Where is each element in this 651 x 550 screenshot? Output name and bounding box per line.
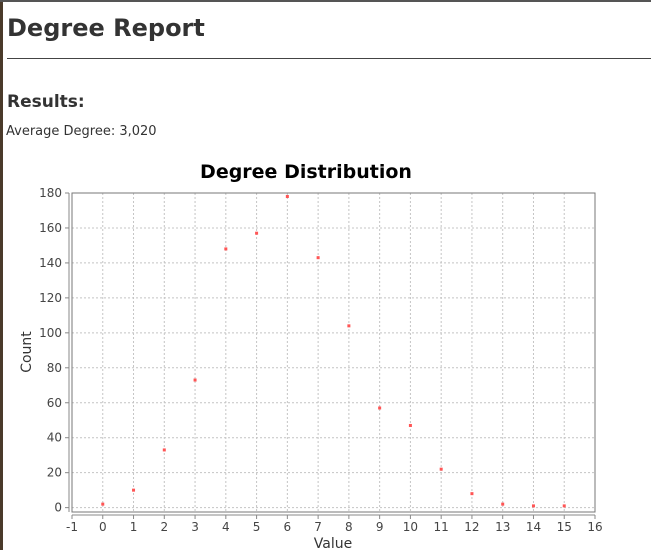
x-tick-label: 15	[557, 520, 572, 534]
window-left-edge	[0, 0, 3, 550]
x-tick-label: 12	[464, 520, 479, 534]
data-points	[101, 194, 566, 508]
y-tick-label: 60	[47, 396, 62, 410]
x-tick-label: 1	[130, 520, 138, 534]
plot-area	[71, 192, 596, 513]
title-divider	[7, 58, 651, 59]
y-tick-label: 120	[39, 291, 62, 305]
data-point	[224, 247, 228, 251]
data-point	[193, 378, 197, 382]
data-point	[162, 448, 166, 452]
x-tick-label: 10	[403, 520, 418, 534]
y-tick-label: 0	[54, 501, 62, 515]
data-point	[562, 504, 566, 508]
x-tick-label: 14	[526, 520, 541, 534]
x-tick-label: 3	[191, 520, 199, 534]
data-point	[101, 502, 105, 506]
x-tick-label: 16	[587, 520, 602, 534]
x-tick-label: 13	[495, 520, 510, 534]
data-point	[408, 423, 412, 427]
data-point	[531, 504, 535, 508]
data-point	[285, 194, 289, 198]
data-point	[470, 492, 474, 496]
x-axis-label: Value	[314, 536, 352, 550]
x-tick-label: 11	[434, 520, 449, 534]
data-point	[439, 467, 443, 471]
x-tick-label: 7	[314, 520, 322, 534]
data-point	[132, 488, 136, 492]
axes: -1 0 1 2 3 4 5 6 7 8 9 10 11 12 13 14 15 1602040608010012…	[39, 186, 603, 534]
x-tick-label: 8	[345, 520, 353, 534]
x-tick-label: 0	[99, 520, 107, 534]
y-tick-label: 140	[39, 256, 62, 270]
y-tick-label: 160	[39, 221, 62, 235]
y-axis-label: Count	[19, 331, 35, 373]
data-point	[316, 256, 320, 260]
x-tick-label: 4	[222, 520, 230, 534]
y-tick-label: 40	[47, 431, 62, 445]
data-point	[255, 231, 259, 235]
chart-title: Degree Distribution	[200, 161, 412, 183]
data-point	[347, 324, 351, 328]
x-tick-label: 6	[284, 520, 292, 534]
x-tick-label: 2	[160, 520, 168, 534]
data-point	[501, 502, 505, 506]
degree-distribution-chart: Degree Distribution -1 0 1 2 3 4 5 6 7 8 9 10 11 12 13…	[19, 161, 603, 550]
report-title: Degree Report	[7, 14, 205, 42]
results-heading: Results:	[7, 92, 85, 112]
y-tick-label: 100	[39, 326, 62, 340]
data-point	[378, 406, 382, 410]
x-tick-label: -1	[66, 520, 78, 534]
y-tick-label: 80	[47, 361, 62, 375]
average-degree: Average Degree: 3,020	[6, 124, 157, 139]
y-tick-label: 180	[39, 186, 62, 200]
x-tick-label: 5	[253, 520, 261, 534]
y-tick-label: 20	[47, 466, 62, 480]
grid-lines	[71, 192, 596, 512]
window-top-edge	[0, 0, 651, 2]
x-tick-label: 9	[376, 520, 384, 534]
